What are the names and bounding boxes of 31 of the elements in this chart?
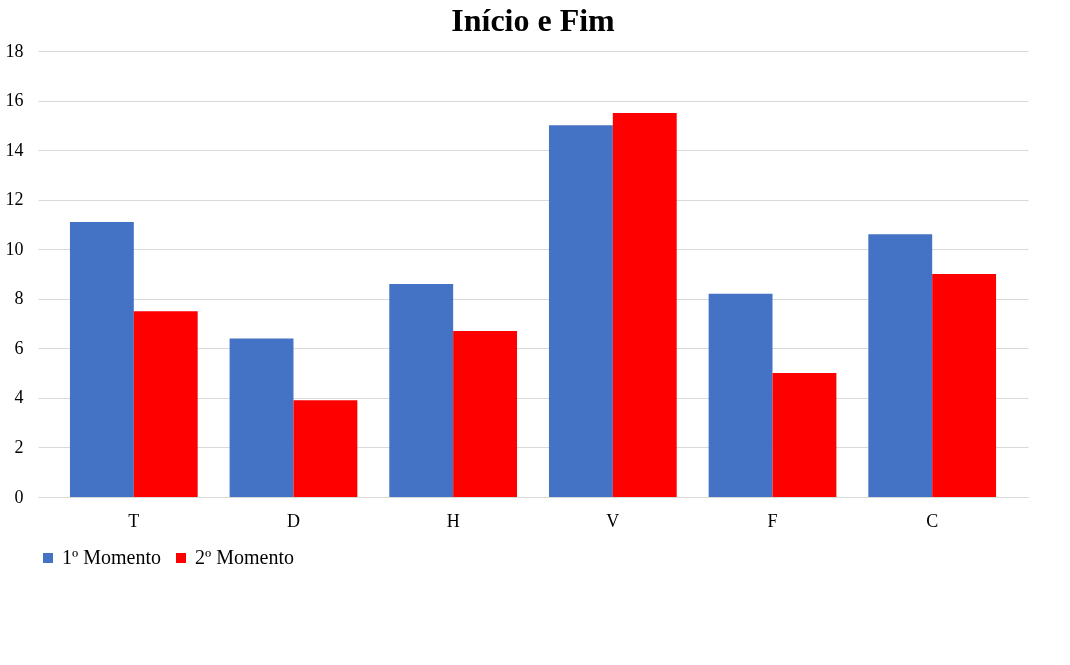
- x-tick-label: H: [446, 510, 460, 531]
- y-tick-label: 0: [14, 486, 24, 507]
- legend-label: 2º Momento: [195, 546, 294, 568]
- y-tick-label: 6: [14, 337, 24, 358]
- bar: [69, 221, 134, 497]
- x-tick-label: C: [926, 510, 939, 531]
- y-tick-label: 2: [14, 436, 24, 457]
- y-tick-label: 12: [5, 189, 24, 210]
- y-tick-label: 8: [14, 288, 24, 309]
- bar: [868, 234, 933, 497]
- x-tick-label: T: [128, 510, 140, 531]
- bar: [453, 330, 518, 497]
- bar: [229, 338, 294, 497]
- y-tick-label: 10: [5, 238, 24, 259]
- x-tick-label: D: [286, 510, 300, 531]
- legend-label: 1º Momento: [62, 546, 161, 568]
- bar: [612, 112, 677, 497]
- y-tick-label: 14: [5, 139, 24, 160]
- bar: [708, 293, 773, 497]
- bar: [932, 274, 997, 497]
- bar: [389, 283, 454, 497]
- x-tick-label: F: [767, 510, 778, 531]
- bar: [293, 400, 358, 497]
- y-tick-label: 4: [14, 387, 24, 408]
- bar: [772, 373, 837, 497]
- x-tick-label: V: [606, 510, 620, 531]
- y-tick-label: 18: [5, 40, 24, 61]
- bar: [133, 311, 198, 497]
- chart-title: Início e Fim: [451, 2, 616, 38]
- bar: [548, 125, 613, 497]
- y-tick-label: 16: [5, 90, 24, 111]
